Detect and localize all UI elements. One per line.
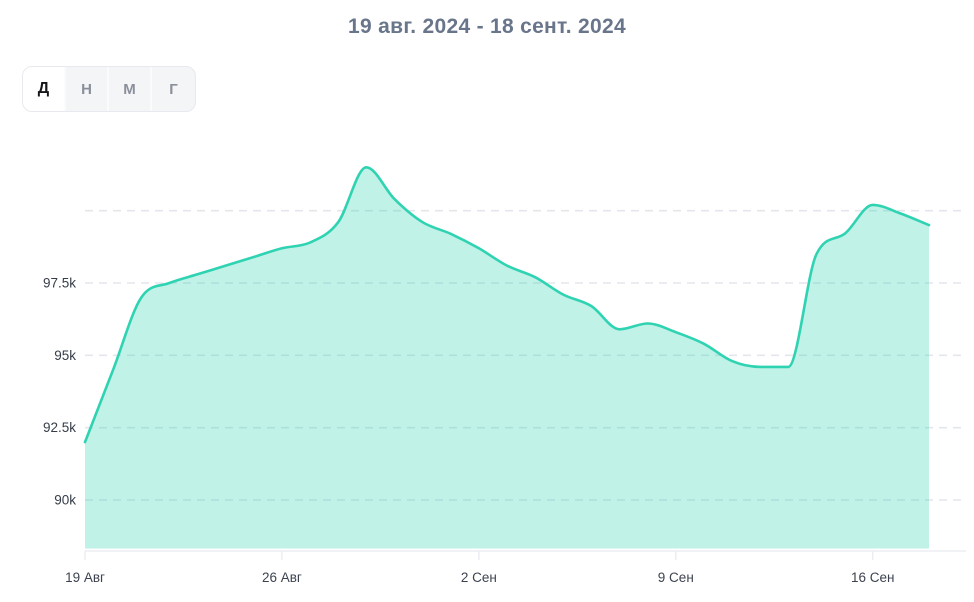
x-axis-label: 16 Сен bbox=[851, 570, 894, 585]
period-selector: Д Н М Г bbox=[22, 66, 196, 112]
period-day-button[interactable]: Д bbox=[23, 67, 66, 111]
period-year-button[interactable]: Г bbox=[152, 67, 195, 111]
y-axis-label: 92.5k bbox=[43, 420, 76, 435]
y-axis-label: 95k bbox=[54, 348, 76, 363]
x-axis-label: 2 Сен bbox=[461, 570, 497, 585]
x-axis-label: 9 Сен bbox=[658, 570, 694, 585]
period-month-button[interactable]: М bbox=[109, 67, 152, 111]
x-axis-label: 26 Авг bbox=[262, 570, 302, 585]
trend-line bbox=[83, 166, 931, 444]
period-week-button[interactable]: Н bbox=[66, 67, 109, 111]
area-chart[interactable]: 19 Авг 26 Авг 2 Сен 9 Сен 16 Сен 90k 92.5k 95k 9… bbox=[0, 130, 974, 602]
y-axis-label: 97.5k bbox=[43, 276, 76, 291]
y-axis-label: 90k bbox=[54, 493, 76, 508]
x-axis-label: 19 Авг bbox=[65, 570, 105, 585]
area-fill bbox=[85, 167, 929, 549]
page-title: 19 авг. 2024 - 18 сент. 2024 bbox=[348, 15, 626, 38]
